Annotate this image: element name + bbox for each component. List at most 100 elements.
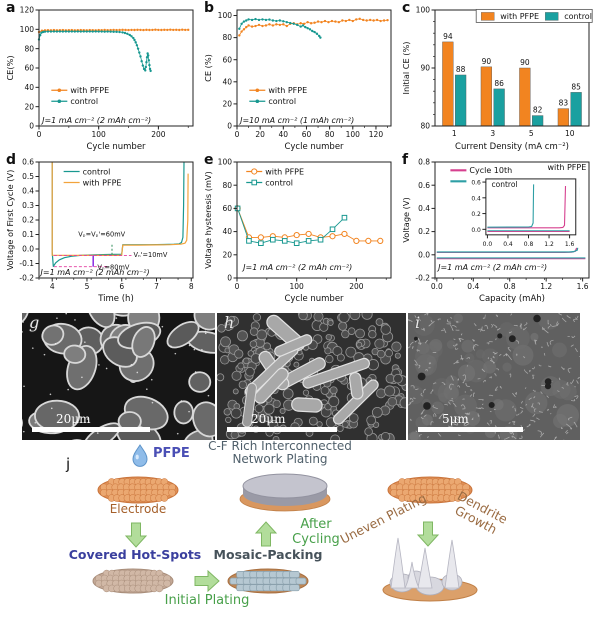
svg-text:82: 82 — [533, 106, 543, 115]
svg-text:with PFPE: with PFPE — [547, 163, 586, 172]
svg-text:20μm: 20μm — [56, 412, 91, 426]
sem-g-content — [22, 313, 215, 440]
svg-text:0.8: 0.8 — [504, 282, 516, 291]
svg-text:0.8: 0.8 — [418, 158, 430, 167]
svg-text:control: control — [70, 97, 98, 106]
svg-text:1.2: 1.2 — [544, 241, 554, 248]
svg-text:3: 3 — [490, 129, 495, 138]
svg-text:control: control — [268, 97, 296, 106]
legend-a: with PFPE control — [51, 86, 109, 106]
panel-letter-f: f — [402, 152, 409, 168]
svg-text:60: 60 — [24, 64, 34, 73]
svg-text:Voltage of First Cycle (V): Voltage of First Cycle (V) — [5, 170, 15, 271]
svg-text:60: 60 — [302, 130, 312, 139]
svg-text:90: 90 — [482, 57, 492, 66]
schematic-canvas — [92, 444, 478, 602]
svg-text:20: 20 — [24, 102, 34, 111]
svg-text:0: 0 — [29, 122, 34, 131]
svg-text:88: 88 — [456, 65, 466, 74]
chart-e: 0 100 200 0 20 40 60 80 100 Cycle number Voltage h… — [203, 158, 392, 304]
svg-text:0.0: 0.0 — [483, 241, 493, 248]
disk — [92, 568, 174, 594]
svg-text:100: 100 — [20, 25, 35, 34]
svg-text:with PFPE: with PFPE — [83, 178, 122, 187]
svg-text:60: 60 — [222, 55, 232, 64]
svg-text:0: 0 — [235, 282, 240, 291]
svg-text:1.6: 1.6 — [565, 241, 575, 248]
svg-text:Cycle number: Cycle number — [86, 142, 146, 152]
svg-text:85: 85 — [571, 82, 581, 91]
covered-hot-spots-label: Covered Hot-Spots — [68, 547, 202, 562]
sem-h-content — [217, 313, 406, 440]
svg-text:Vₙ'=10mV: Vₙ'=10mV — [134, 251, 168, 259]
sem-g-texture: 20μm — [22, 313, 215, 440]
svg-text:1.2: 1.2 — [540, 282, 552, 291]
panel-a: a 0 100 200 0 20 40 60 80 100 120 Cycle number CE(%… — [4, 0, 200, 153]
svg-text:with PFPE: with PFPE — [70, 86, 109, 95]
panel-c: c 94 90 90 83 88 86 82 85 1 3 5 10 80 90 100 Current De… — [400, 0, 596, 153]
svg-text:Vₙ=80mV: Vₙ=80mV — [97, 263, 129, 271]
svg-text:0: 0 — [37, 130, 42, 139]
svg-text:CE(%): CE(%) — [5, 55, 15, 80]
svg-text:100: 100 — [218, 11, 233, 20]
svg-text:1: 1 — [452, 129, 457, 138]
svg-text:Initial CE (%): Initial CE (%) — [401, 42, 411, 95]
chart-c-canvas: 94 90 90 83 88 86 82 85 1 3 5 10 80 90 100 Current Dens… — [401, 6, 593, 152]
sem-i-texture: 5μm — [408, 313, 580, 440]
svg-text:0: 0 — [227, 122, 232, 131]
svg-text:0.6: 0.6 — [418, 181, 430, 190]
mosaic-packing-label: Mosaic-Packing — [213, 547, 323, 562]
svg-text:40: 40 — [222, 227, 232, 236]
sem-image-i: i 5μm — [408, 313, 580, 440]
svg-text:40: 40 — [24, 83, 34, 92]
mosaic-disk — [227, 568, 309, 594]
svg-text:0.5: 0.5 — [22, 172, 34, 181]
sem-letter-h: h — [224, 313, 235, 332]
svg-text:4: 4 — [50, 282, 55, 291]
sem-image-h: h 20μm — [217, 313, 406, 440]
svg-text:40: 40 — [222, 77, 232, 86]
svg-text:100: 100 — [346, 130, 361, 139]
panel-d: d 4 5 6 7 8 -0.2 -0.1 0.0 0.1 0.2 0.3 0.4 0.5 0.6 Time… — [4, 152, 200, 305]
svg-text:Cycle number: Cycle number — [284, 142, 344, 152]
svg-text:0.0: 0.0 — [431, 282, 443, 291]
chart-f-canvas: 0.0 0.4 0.8 1.2 1.6-0.20.00.20.40.60.8Capaci… — [401, 158, 590, 304]
svg-text:1.6: 1.6 — [577, 282, 589, 291]
series-control — [234, 205, 348, 247]
svg-text:0.0: 0.0 — [471, 227, 481, 234]
svg-text:80: 80 — [420, 122, 430, 131]
svg-text:control: control — [265, 178, 293, 187]
svg-text:80: 80 — [24, 44, 34, 53]
svg-text:86: 86 — [494, 79, 504, 88]
svg-text:-0.2: -0.2 — [415, 274, 430, 283]
svg-text:J=1 mA cm⁻² (2 mAh cm⁻²): J=1 mA cm⁻² (2 mAh cm⁻²) — [241, 263, 352, 272]
svg-text:J=10 mA cm⁻² (1 mAh cm⁻²): J=10 mA cm⁻² (1 mAh cm⁻²) — [238, 116, 354, 125]
svg-text:200: 200 — [151, 130, 166, 139]
svg-text:Vₚ=Vₚ'=60mV: Vₚ=Vₚ'=60mV — [78, 231, 125, 239]
svg-text:with PFPE: with PFPE — [500, 12, 539, 21]
svg-text:80: 80 — [222, 181, 232, 190]
svg-text:83: 83 — [559, 99, 569, 108]
panel-e: e 0 100 200 0 20 40 60 80 100 Cycle number Voltage… — [202, 152, 398, 305]
svg-text:0.8: 0.8 — [524, 241, 534, 248]
svg-text:0.1: 0.1 — [22, 230, 34, 239]
series-control — [37, 30, 152, 73]
svg-text:Capacity (mAh): Capacity (mAh) — [479, 294, 545, 304]
svg-text:0.2: 0.2 — [22, 216, 34, 225]
svg-text:control: control — [564, 12, 592, 21]
svg-text:with PFPE: with PFPE — [268, 86, 307, 95]
chart-a-canvas: 0 100 200 0 20 40 60 80 100 120 Cycle number CE(%) w… — [5, 6, 194, 152]
svg-text:90: 90 — [420, 64, 430, 73]
legend-d: control with PFPE — [63, 167, 122, 187]
svg-text:Time (h): Time (h) — [97, 294, 134, 304]
svg-text:20: 20 — [255, 130, 265, 139]
panel-letter-j: j — [66, 455, 71, 473]
svg-text:80: 80 — [222, 33, 232, 42]
svg-text:20: 20 — [222, 100, 232, 109]
svg-text:94: 94 — [443, 32, 453, 41]
schematic-shapes — [92, 444, 478, 602]
panel-letter-e: e — [204, 152, 214, 168]
svg-text:5μm: 5μm — [442, 412, 469, 426]
svg-text:0: 0 — [227, 274, 232, 283]
